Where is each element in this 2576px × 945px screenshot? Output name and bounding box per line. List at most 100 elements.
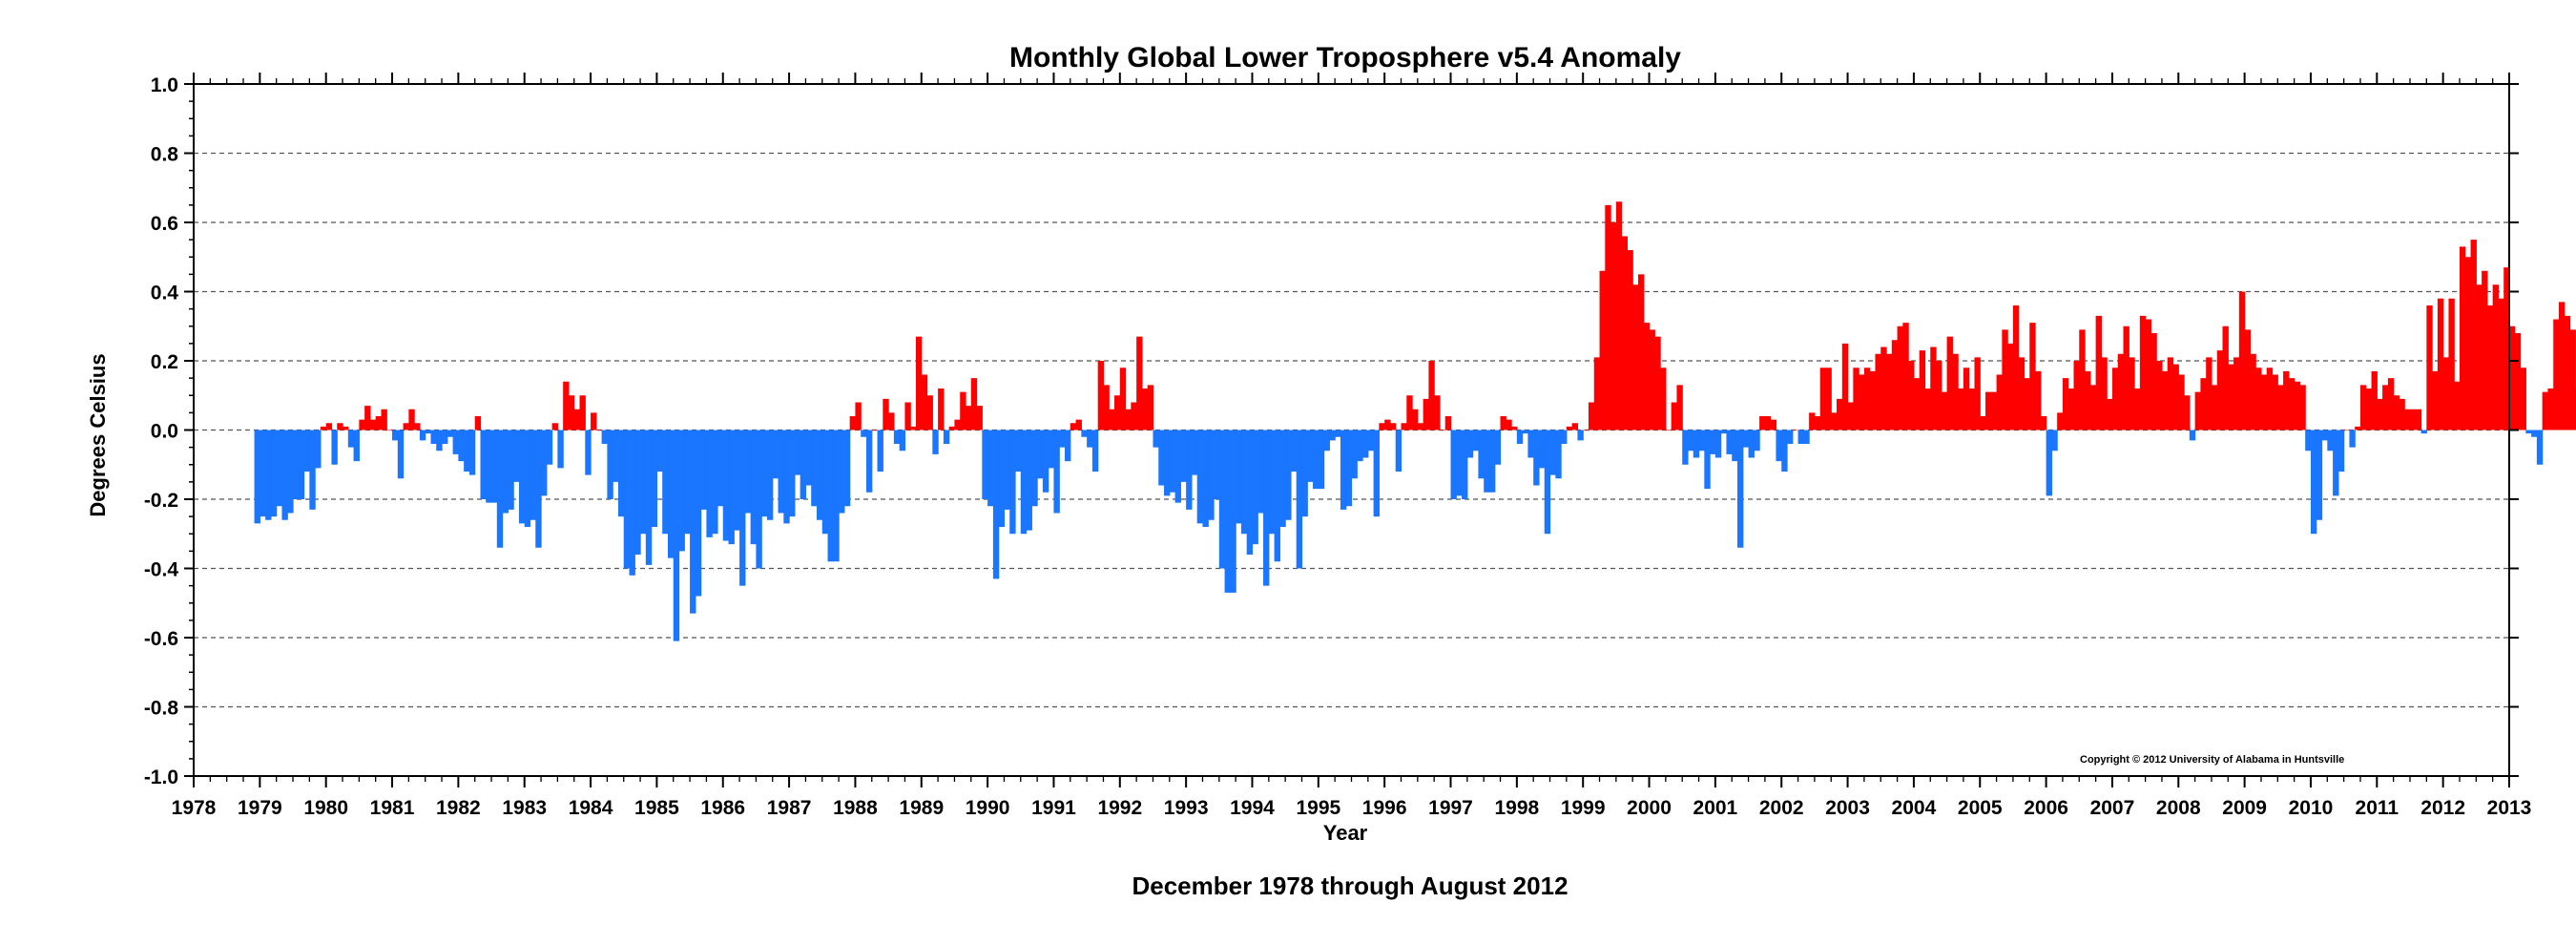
anomaly-bar xyxy=(2377,398,2383,430)
anomaly-bar xyxy=(789,430,796,517)
anomaly-bar xyxy=(2085,370,2091,430)
x-tick-label: 1999 xyxy=(1561,797,1606,819)
x-tick-label: 1994 xyxy=(1230,797,1275,819)
anomaly-bar xyxy=(1417,423,1424,430)
anomaly-bar xyxy=(1919,350,1926,430)
anomaly-bar xyxy=(1114,395,1121,430)
anomaly-bar xyxy=(2051,430,2058,452)
y-tick-label: -0.2 xyxy=(144,490,178,512)
anomaly-bar xyxy=(1593,357,1601,430)
x-axis: 1978 1979 1980 1981 1982 1983 1984 1985 1986 1987… xyxy=(172,73,2531,819)
anomaly-bar xyxy=(2382,385,2389,430)
anomaly-bar xyxy=(2547,388,2554,430)
anomaly-bar xyxy=(2228,364,2234,430)
anomaly-bar xyxy=(1831,412,1838,430)
anomaly-bar xyxy=(442,430,448,444)
anomaly-bar xyxy=(640,430,647,535)
anomaly-bar xyxy=(1230,430,1236,593)
anomaly-bar xyxy=(2150,333,2157,430)
anomaly-bar xyxy=(1599,270,1606,430)
anomaly-bar xyxy=(557,430,564,469)
x-tick-label: 1978 xyxy=(172,797,217,819)
y-tick-label: -0.4 xyxy=(144,559,179,581)
anomaly-bar xyxy=(419,430,426,441)
anomaly-bar xyxy=(1764,416,1772,430)
anomaly-bar xyxy=(2134,388,2141,430)
anomaly-bar xyxy=(1026,430,1032,531)
anomaly-bar xyxy=(1136,336,1143,430)
y-tick-label: 0.2 xyxy=(151,351,178,373)
anomaly-bar xyxy=(2387,378,2395,430)
anomaly-bar xyxy=(2206,357,2212,430)
anomaly-bar xyxy=(1880,346,1887,430)
anomaly-bar xyxy=(921,374,928,430)
y-tick-label: 1.0 xyxy=(151,74,178,96)
x-tick-label: 1986 xyxy=(700,797,745,819)
x-tick-label: 1997 xyxy=(1428,797,1473,819)
anomaly-bar xyxy=(849,416,857,430)
anomaly-bar xyxy=(1318,430,1325,490)
anomaly-bar xyxy=(281,430,288,520)
anomaly-bar xyxy=(1125,409,1132,430)
anomaly-bar xyxy=(932,430,939,454)
anomaly-bar xyxy=(2189,430,2196,441)
anomaly-bar xyxy=(1698,430,1705,452)
anomaly-bar xyxy=(2046,430,2052,496)
anomaly-bar xyxy=(2492,284,2500,430)
anomaly-bar xyxy=(2514,333,2522,430)
x-tick-label: 1979 xyxy=(238,797,282,819)
x-tick-label: 1991 xyxy=(1031,797,1076,819)
anomaly-bar xyxy=(2333,430,2339,496)
anomaly-bar xyxy=(513,430,520,482)
anomaly-bar xyxy=(1153,430,1159,448)
anomaly-bar xyxy=(1087,430,1093,448)
anomaly-bar xyxy=(1109,409,1115,430)
anomaly-bar xyxy=(425,430,432,434)
anomaly-bar xyxy=(518,430,526,524)
anomaly-bar xyxy=(1781,430,1788,472)
anomaly-bar xyxy=(926,395,933,430)
anomaly-bar xyxy=(1053,430,1060,514)
anomaly-bar xyxy=(2355,426,2361,430)
anomaly-bar xyxy=(2464,257,2472,430)
anomaly-bar xyxy=(1737,430,1744,548)
anomaly-bar xyxy=(673,430,680,641)
anomaly-bar xyxy=(331,430,338,465)
anomaly-bar xyxy=(2442,357,2450,430)
anomaly-bar xyxy=(1958,388,1964,430)
anomaly-bar xyxy=(2024,378,2030,430)
anomaly-bar xyxy=(2448,298,2455,430)
anomaly-bar xyxy=(2277,385,2284,430)
anomaly-bar xyxy=(2272,374,2278,430)
anomaly-bar xyxy=(1891,340,1899,430)
anomaly-bar xyxy=(1511,426,1518,430)
anomaly-bar xyxy=(2012,305,2020,430)
anomaly-bar xyxy=(1710,430,1716,454)
anomaly-bar xyxy=(1952,353,1959,430)
anomaly-bar xyxy=(1974,357,1981,430)
anomaly-bar xyxy=(2194,391,2201,430)
anomaly-bar xyxy=(613,430,619,482)
anomaly-bar xyxy=(1660,368,1667,430)
y-tick-label: 0.6 xyxy=(151,213,178,235)
anomaly-bar xyxy=(1488,430,1496,493)
anomaly-bar xyxy=(508,430,514,510)
anomaly-bar xyxy=(656,430,663,472)
anomaly-bar xyxy=(1506,419,1512,430)
x-tick-label: 1990 xyxy=(966,797,1010,819)
anomaly-bar xyxy=(1147,385,1154,430)
anomaly-bar xyxy=(2057,412,2064,430)
anomaly-bar xyxy=(303,430,310,472)
anomaly-bar xyxy=(987,430,994,507)
anomaly-bar xyxy=(1897,326,1903,430)
anomaly-bar xyxy=(883,398,889,430)
anomaly-bar xyxy=(1980,416,1986,430)
anomaly-bar xyxy=(1726,430,1733,454)
x-tick-label: 2011 xyxy=(2356,797,2399,819)
anomaly-bar xyxy=(1031,430,1038,507)
anomaly-bar xyxy=(833,430,840,562)
x-tick-label: 2004 xyxy=(1892,797,1937,819)
anomaly-bar xyxy=(2409,409,2417,430)
anomaly-bar xyxy=(2002,329,2008,430)
